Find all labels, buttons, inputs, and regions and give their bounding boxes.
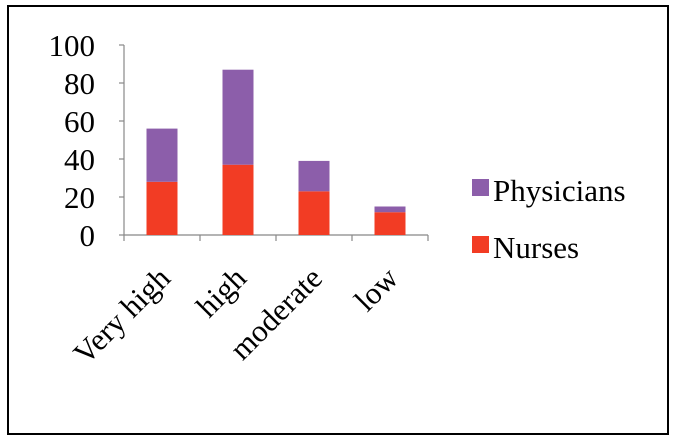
y-tick-label: 60: [64, 104, 95, 139]
bar-nurses-high: [222, 164, 254, 235]
chart-frame: [7, 5, 669, 435]
legend-label-nurses: Nurses: [493, 230, 579, 265]
legend-swatch-nurses: [472, 236, 489, 253]
bar-physicians-low: [374, 206, 406, 213]
y-tick-label: 80: [64, 66, 95, 101]
y-tick-label: 0: [80, 218, 96, 253]
y-tick-label: 20: [64, 180, 95, 215]
x-category-label: low: [347, 260, 405, 318]
y-tick-label: 100: [49, 28, 96, 63]
bar-nurses-low: [374, 212, 406, 235]
legend-label-physicians: Physicians: [493, 173, 626, 208]
x-category-label: high: [189, 260, 253, 324]
bar-physicians-moderate: [298, 160, 330, 192]
x-category-label: Very high: [66, 260, 177, 371]
y-tick-label: 40: [64, 142, 95, 177]
legend: Physicians Nurses: [472, 173, 626, 265]
bar-physicians-very-high: [146, 128, 178, 182]
bar-nurses-very-high: [146, 181, 178, 235]
bar-physicians-high: [222, 69, 254, 165]
bars: [146, 69, 406, 235]
legend-swatch-physicians: [472, 179, 489, 196]
bar-nurses-moderate: [298, 191, 330, 235]
